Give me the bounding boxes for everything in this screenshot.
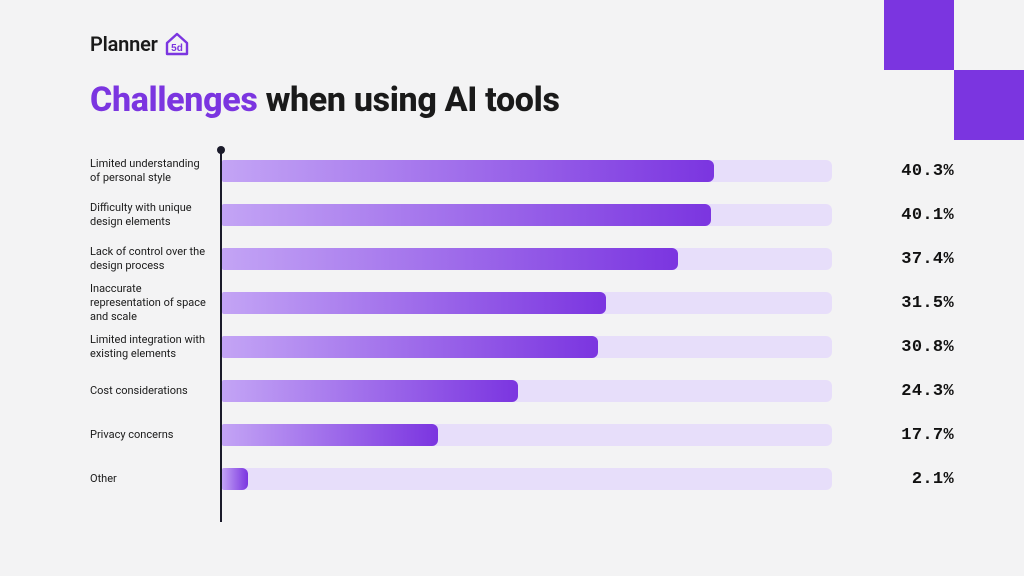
bar-value: 2.1% [912, 470, 954, 489]
page-title: Challenges when using AI tools [90, 80, 560, 120]
brand-house-icon: 5d [164, 32, 190, 56]
bar-value: 37.4% [901, 250, 954, 269]
bar-value: 40.3% [901, 162, 954, 181]
bar-track [222, 424, 832, 446]
bar-fill [222, 336, 598, 358]
bar-track [222, 380, 832, 402]
bar-fill [222, 248, 678, 270]
brand-badge-text: 5d [171, 43, 183, 54]
chart-row: Limited integration with existing elemen… [90, 336, 954, 358]
bar-fill [222, 204, 711, 226]
bar-label: Limited integration with existing elemen… [90, 333, 220, 361]
title-rest: when using AI tools [257, 80, 559, 120]
bar-track [222, 204, 832, 226]
bar-label: Difficulty with unique design elements [90, 201, 220, 229]
bar-value: 24.3% [901, 382, 954, 401]
bar-fill [222, 380, 518, 402]
bar-label: Limited understanding of personal style [90, 157, 220, 185]
brand-logo: Planner 5d [90, 32, 190, 56]
title-accent: Challenges [90, 80, 257, 120]
bar-track [222, 336, 832, 358]
brand-name: Planner [90, 32, 158, 56]
chart-row: Lack of control over the design process 3… [90, 248, 954, 270]
bar-label: Cost considerations [90, 384, 220, 398]
axis-origin-dot-icon [217, 146, 225, 154]
chart-row: Other 2.1% [90, 468, 954, 490]
bar-label: Privacy concerns [90, 428, 220, 442]
bar-fill [222, 468, 248, 490]
chart-row: Difficulty with unique design elements 40… [90, 204, 954, 226]
bar-label: Other [90, 472, 220, 486]
page: Planner 5d Challenges when using AI tool… [0, 0, 1024, 576]
chart-row: Privacy concerns 17.7% [90, 424, 954, 446]
bar-track [222, 160, 832, 182]
bar-track [222, 248, 832, 270]
bar-track [222, 468, 832, 490]
bar-track [222, 292, 832, 314]
bar-fill [222, 292, 606, 314]
bar-value: 31.5% [901, 294, 954, 313]
bar-fill [222, 160, 714, 182]
chart-row: Limited understanding of personal style 4… [90, 160, 954, 182]
challenges-bar-chart: Limited understanding of personal style 4… [90, 150, 954, 520]
bar-value: 30.8% [901, 338, 954, 357]
bar-label: Inaccurate representation of space and s… [90, 282, 220, 323]
corner-square [954, 70, 1024, 140]
chart-row: Cost considerations 24.3% [90, 380, 954, 402]
bar-value: 40.1% [901, 206, 954, 225]
bar-label: Lack of control over the design process [90, 245, 220, 273]
bar-fill [222, 424, 438, 446]
bar-value: 17.7% [901, 426, 954, 445]
corner-square [884, 0, 954, 70]
chart-row: Inaccurate representation of space and s… [90, 292, 954, 314]
